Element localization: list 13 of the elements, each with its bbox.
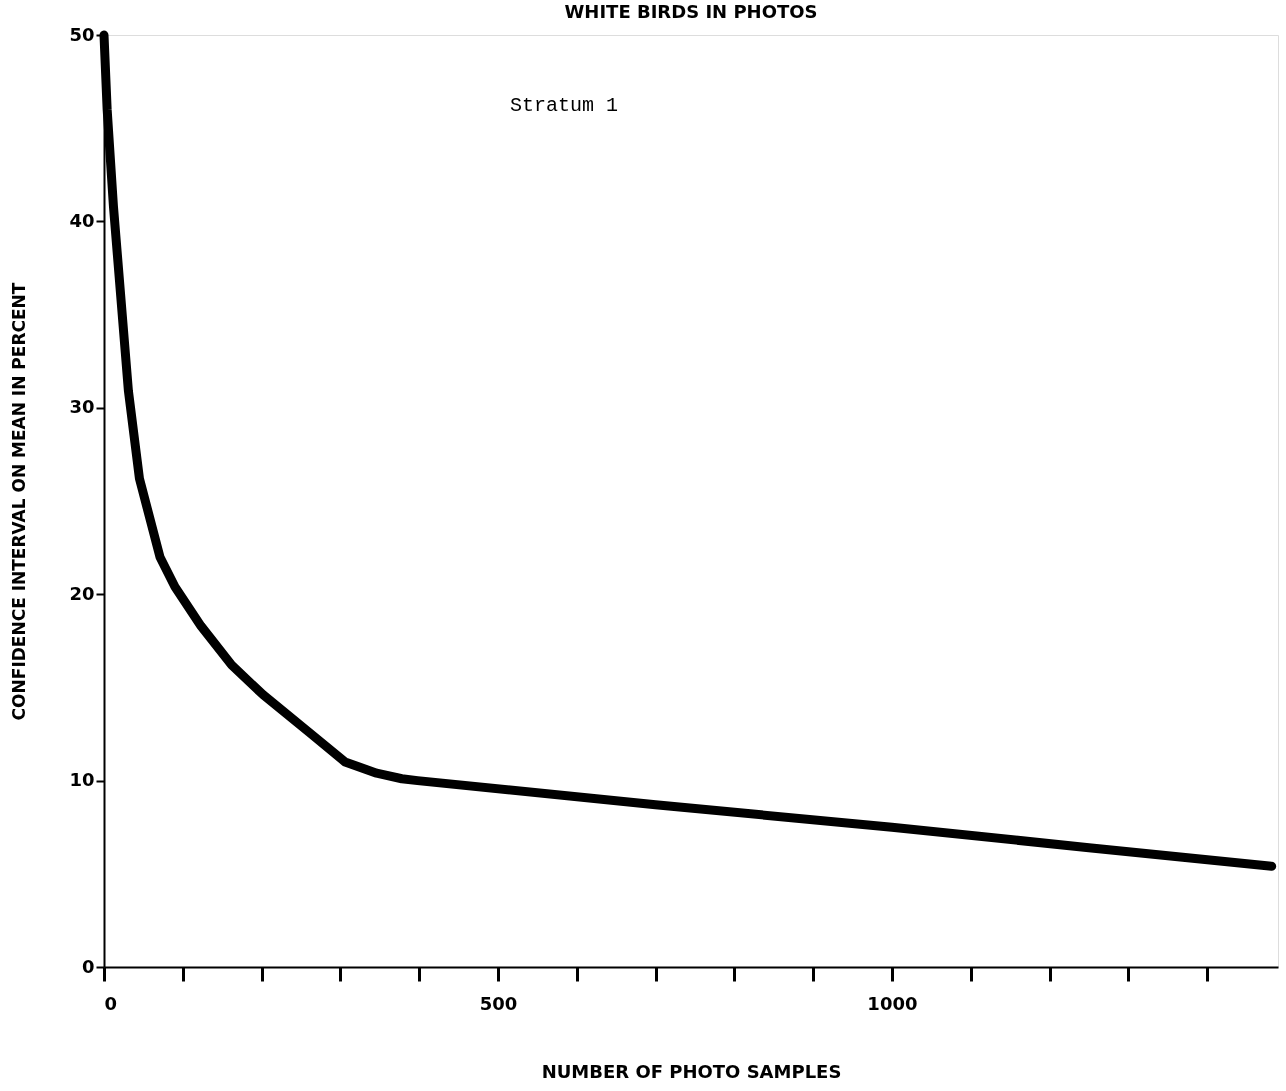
y-axis-title: CONFIDENCE INTERVAL ON MEAN IN PERCENT <box>9 282 30 721</box>
y-tick-label: 50 <box>69 23 95 45</box>
y-tick-label: 30 <box>69 396 95 418</box>
x-axis-title: NUMBER OF PHOTO SAMPLES <box>541 1060 842 1082</box>
y-tick-label: 20 <box>69 582 95 604</box>
x-tick-label: 0 <box>104 992 118 1014</box>
x-tick-label: 500 <box>479 992 518 1014</box>
annotation: Stratum 1 <box>509 94 619 117</box>
y-tick-label: 10 <box>69 769 95 791</box>
y-tick-label: 0 <box>81 955 95 977</box>
y-tick-label: 40 <box>69 209 95 231</box>
x-tick-label: 1000 <box>867 992 918 1014</box>
chart-title: WHITE BIRDS IN PHOTOS <box>564 1 818 22</box>
